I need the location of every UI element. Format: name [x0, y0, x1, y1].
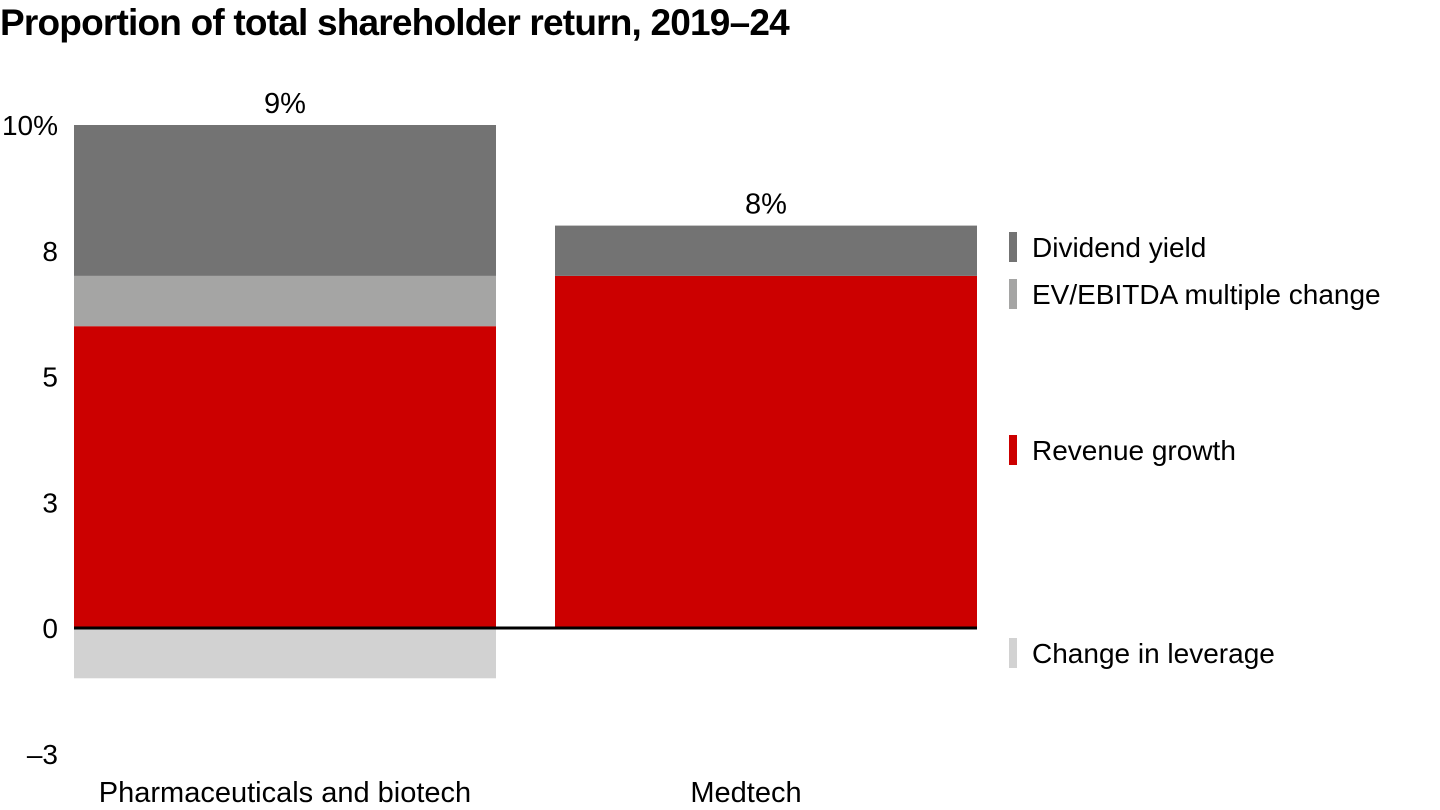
bar-segment-pharmaceuticals-and-biotech-ev-ebitda-multiple-change [74, 275, 496, 327]
bar-segment-medtech-revenue-growth [555, 275, 977, 628]
x-category-label: Pharmaceuticals and biotech [99, 777, 471, 809]
total-labels: 9% 8% [264, 88, 787, 221]
bar-segment-pharmaceuticals-and-biotech-dividend-yield [74, 125, 496, 276]
legend-swatch-revenue-growth [1009, 435, 1017, 465]
legend-swatch-ev-ebitda-multiple-change [1009, 279, 1017, 309]
x-axis-categories: Pharmaceuticals and biotech Medtech [99, 777, 802, 809]
y-tick-label: 8 [42, 236, 58, 267]
legend-swatch-change-in-leverage [1009, 638, 1017, 668]
legend: Dividend yield EV/EBITDA multiple change R… [1009, 232, 1381, 669]
y-tick-label: 3 [42, 487, 58, 518]
chart-title: Proportion of total shareholder return, … [0, 2, 790, 43]
y-tick-label: –3 [27, 739, 58, 770]
y-tick-label: 0 [42, 613, 58, 644]
legend-label-ev-ebitda-multiple-change: EV/EBITDA multiple change [1032, 279, 1381, 310]
bar-segment-medtech-dividend-yield [555, 225, 977, 276]
bar-segment-pharmaceuticals-and-biotech-revenue-growth [74, 326, 496, 628]
total-label: 9% [264, 88, 306, 120]
bar-segment-pharmaceuticals-and-biotech-change-in-leverage [74, 628, 496, 679]
legend-label-change-in-leverage: Change in leverage [1032, 638, 1275, 669]
bars-group [74, 125, 977, 679]
x-category-label: Medtech [690, 777, 801, 809]
y-axis-ticks: 10% 8 5 3 0 –3 [2, 110, 58, 770]
y-tick-label: 10% [2, 110, 58, 141]
legend-label-dividend-yield: Dividend yield [1032, 232, 1206, 263]
legend-swatch-dividend-yield [1009, 232, 1017, 262]
total-label: 8% [745, 189, 787, 221]
y-tick-label: 5 [42, 362, 58, 393]
legend-label-revenue-growth: Revenue growth [1032, 435, 1236, 466]
